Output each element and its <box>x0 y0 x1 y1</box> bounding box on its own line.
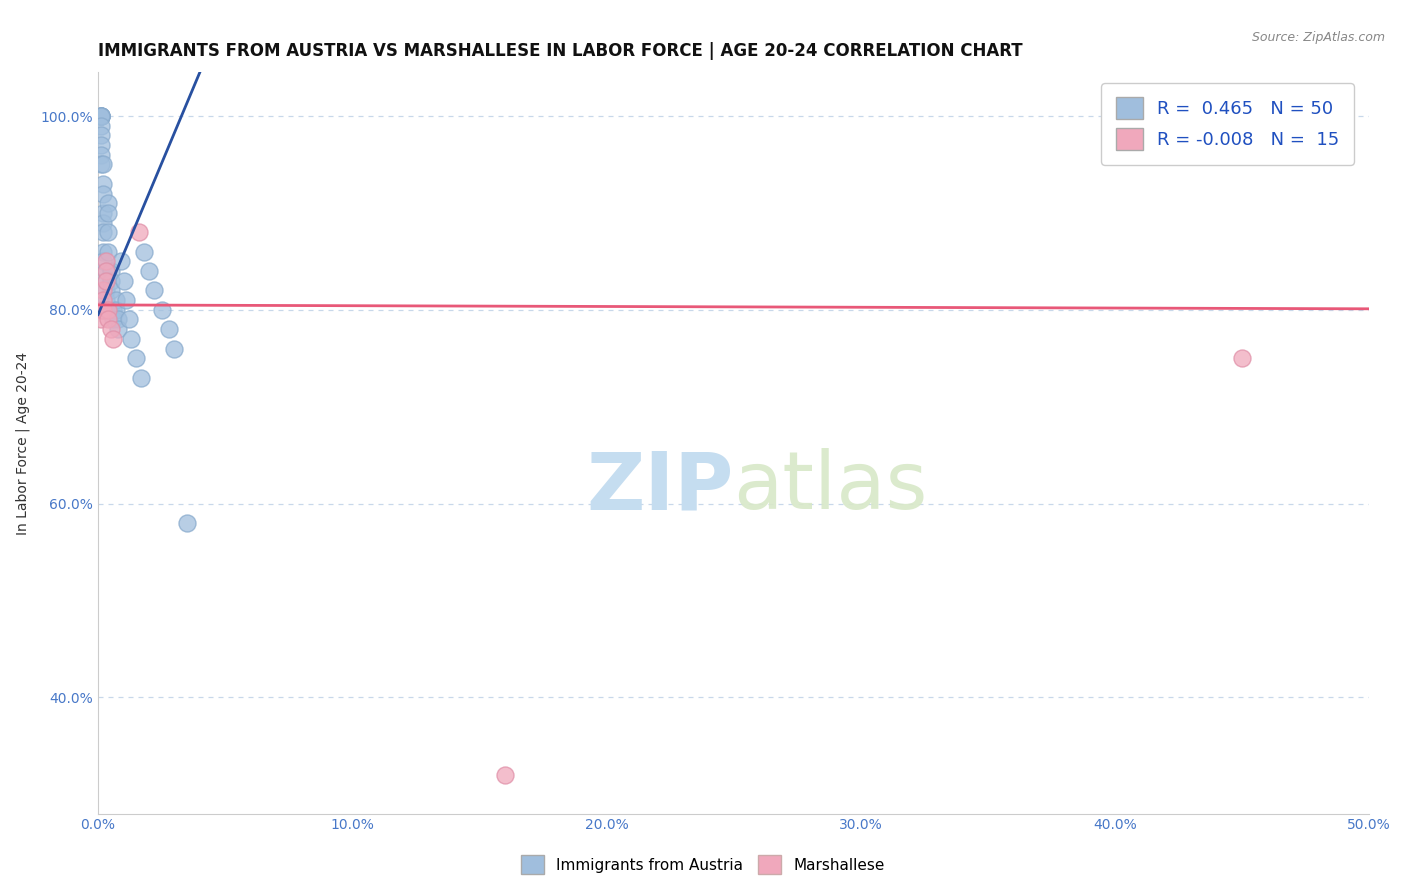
Point <box>120 332 142 346</box>
Point <box>91 186 114 201</box>
Legend: Immigrants from Austria, Marshallese: Immigrants from Austria, Marshallese <box>515 849 891 880</box>
Point <box>132 244 155 259</box>
Point <box>100 284 122 298</box>
Point <box>90 128 112 143</box>
Point <box>115 293 138 307</box>
Point <box>90 119 112 133</box>
Point <box>117 312 139 326</box>
Point <box>494 768 516 782</box>
Point <box>90 109 112 123</box>
Point <box>90 157 112 171</box>
Point <box>157 322 180 336</box>
Point <box>107 312 129 326</box>
Text: ZIP: ZIP <box>586 449 734 526</box>
Point <box>94 293 117 307</box>
Point <box>143 284 166 298</box>
Point <box>91 216 114 230</box>
Text: Source: ZipAtlas.com: Source: ZipAtlas.com <box>1251 31 1385 45</box>
Point <box>97 312 120 326</box>
Point <box>91 225 114 239</box>
Point <box>100 322 122 336</box>
Point <box>94 302 117 317</box>
Point <box>90 138 112 153</box>
Point <box>91 244 114 259</box>
Point <box>131 370 153 384</box>
Point <box>112 274 135 288</box>
Point <box>94 264 117 278</box>
Point <box>103 332 125 346</box>
Point <box>97 206 120 220</box>
Point <box>90 109 112 123</box>
Point <box>104 293 127 307</box>
Point <box>94 274 117 288</box>
Point <box>90 109 112 123</box>
Y-axis label: In Labor Force | Age 20-24: In Labor Force | Age 20-24 <box>15 351 30 534</box>
Point <box>91 284 114 298</box>
Point <box>176 516 198 530</box>
Point <box>110 254 132 268</box>
Point <box>97 244 120 259</box>
Point <box>128 225 150 239</box>
Point <box>90 109 112 123</box>
Point <box>91 302 114 317</box>
Point <box>90 109 112 123</box>
Point <box>90 302 112 317</box>
Point <box>163 342 186 356</box>
Point <box>94 274 117 288</box>
Point <box>91 254 114 268</box>
Point <box>138 264 160 278</box>
Text: IMMIGRANTS FROM AUSTRIA VS MARSHALLESE IN LABOR FORCE | AGE 20-24 CORRELATION CH: IMMIGRANTS FROM AUSTRIA VS MARSHALLESE I… <box>98 42 1022 60</box>
Point <box>1230 351 1253 366</box>
Point <box>97 196 120 211</box>
Point <box>91 157 114 171</box>
Point <box>90 148 112 162</box>
Point <box>91 206 114 220</box>
Legend: R =  0.465   N = 50, R = -0.008   N =  15: R = 0.465 N = 50, R = -0.008 N = 15 <box>1101 83 1354 165</box>
Point <box>97 302 120 317</box>
Point <box>91 293 114 307</box>
Point <box>100 264 122 278</box>
Point <box>103 302 125 317</box>
Point <box>94 264 117 278</box>
Point <box>94 284 117 298</box>
Point <box>97 225 120 239</box>
Point <box>94 254 117 268</box>
Point <box>150 302 173 317</box>
Point <box>104 302 127 317</box>
Point <box>125 351 148 366</box>
Text: atlas: atlas <box>734 449 928 526</box>
Point <box>107 322 129 336</box>
Point <box>90 312 112 326</box>
Point <box>100 274 122 288</box>
Point <box>91 177 114 191</box>
Point <box>103 312 125 326</box>
